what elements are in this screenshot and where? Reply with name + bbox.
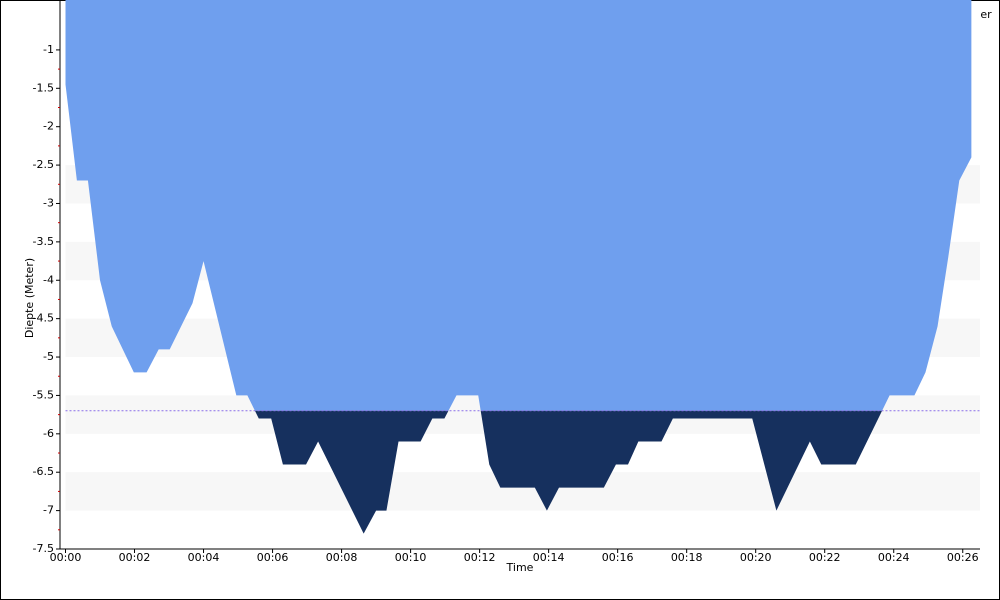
x-tick-label: 00:00 (50, 551, 82, 564)
y-tick-label: -4.5 (33, 312, 54, 325)
area-below-threshold (254, 410, 883, 534)
y-tick-label: -1 (43, 43, 54, 56)
x-tick-label: 00:18 (671, 551, 703, 564)
x-tick-label: 00:12 (464, 551, 496, 564)
x-tick-label: 00:06 (257, 551, 289, 564)
y-tick-label: -2 (43, 120, 54, 133)
x-tick-label: 00:20 (740, 551, 772, 564)
y-tick-label: -3 (43, 196, 54, 209)
y-tick-label: -6.5 (33, 465, 54, 478)
y-axis-label: Diepte (Meter) (23, 258, 36, 338)
y-tick-label: -3.5 (33, 235, 54, 248)
x-tick-label: 00:04 (188, 551, 220, 564)
x-tick-label: 00:22 (809, 551, 841, 564)
x-tick-label: 00:14 (533, 551, 565, 564)
x-tick-label: 00:24 (878, 551, 910, 564)
x-axis-label: Time (506, 561, 534, 574)
y-tick-label: -7 (43, 504, 54, 517)
x-tick-label: 00:16 (602, 551, 634, 564)
y-tick-label: -2.5 (33, 158, 54, 171)
y-tick-label: -5 (43, 350, 54, 363)
x-tick-label: 00:10 (395, 551, 427, 564)
x-tick-label: 00:26 (947, 551, 979, 564)
x-tick-label: 00:02 (119, 551, 151, 564)
y-tick-label: -1.5 (33, 81, 54, 94)
y-tick-label: -5.5 (33, 388, 54, 401)
x-tick-label: 00:08 (326, 551, 358, 564)
y-tick-label: -6 (43, 427, 54, 440)
area-above-threshold (65, 0, 972, 411)
y-tick-label: -4 (43, 273, 54, 286)
y-tick-label: -7.5 (33, 542, 54, 555)
legend-label: er (980, 8, 992, 21)
